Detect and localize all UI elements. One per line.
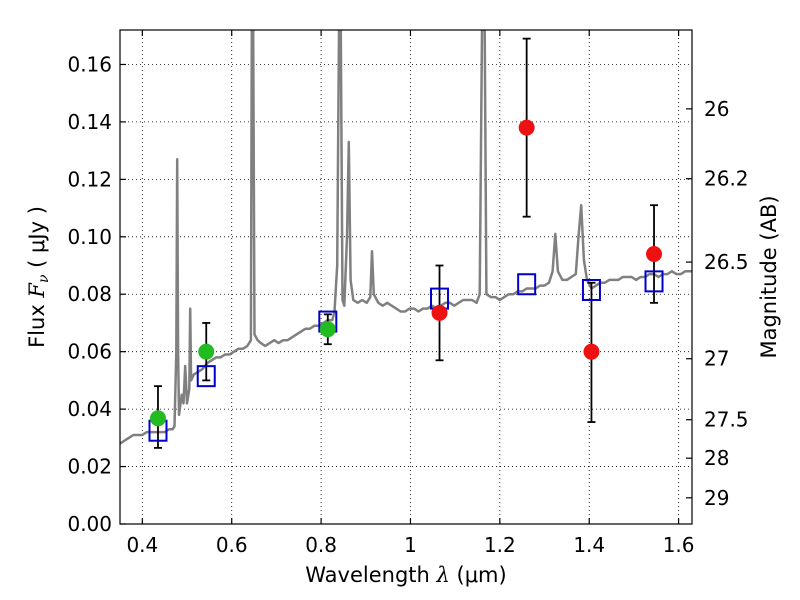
grid — [120, 30, 692, 525]
observed-flux-point — [198, 343, 215, 360]
y2-tick-label: 26 — [704, 97, 729, 121]
observed-flux-point — [646, 246, 663, 263]
model-flux-square — [581, 278, 601, 301]
x-tick-label: 0.6 — [216, 533, 248, 557]
x-tick-label: 1 — [404, 533, 417, 557]
y2-tick-label: 26.2 — [704, 167, 749, 191]
observed-flux-point — [431, 304, 448, 321]
markers — [148, 119, 664, 442]
x-tick-label: 0.4 — [126, 533, 158, 557]
y-tick-label: 0.08 — [67, 282, 112, 306]
ticks: 0.4 0.6 0.8 1 1.2 1.4 1.6 0.00 0.02 0.04 0.06 0.08 0… — [67, 30, 749, 557]
y-tick-label: 0.06 — [67, 340, 112, 364]
model-flux-square — [644, 270, 664, 293]
observed-flux-point — [319, 321, 336, 338]
y-tick-label: 0.02 — [67, 455, 112, 479]
observed-flux-point — [149, 410, 166, 427]
y-tick-label: 0.14 — [67, 110, 112, 134]
observed-flux-point — [583, 343, 600, 360]
y-axis-label: Flux Fν ( μJy ) — [25, 206, 52, 348]
model-flux-square — [196, 365, 216, 388]
y-tick-label: 0.12 — [67, 167, 112, 191]
y2-tick-label: 28 — [704, 446, 729, 470]
model-flux-square — [517, 273, 537, 296]
spectrum-line — [120, 30, 692, 445]
y2-tick-label: 26.5 — [704, 250, 749, 274]
x-tick-label: 0.8 — [305, 533, 337, 557]
x-axis-label: Wavelength λ (μm) — [305, 563, 506, 587]
x-tick-label: 1.2 — [484, 533, 516, 557]
y2-tick-label: 29 — [704, 486, 729, 510]
y2-axis-label: Magnitude (AB) — [757, 195, 781, 358]
x-tick-label: 1.4 — [573, 533, 605, 557]
y2-tick-label: 27 — [704, 347, 729, 371]
y-tick-label: 0.10 — [67, 225, 112, 249]
y2-tick-label: 27.5 — [704, 408, 749, 432]
observed-flux-point — [518, 119, 535, 136]
y-tick-label: 0.16 — [67, 52, 112, 76]
y-tick-label: 0.00 — [67, 512, 112, 536]
plot-frame — [119, 29, 693, 525]
y-tick-label: 0.04 — [67, 397, 112, 421]
data-layer — [120, 30, 692, 445]
x-tick-label: 1.6 — [663, 533, 695, 557]
